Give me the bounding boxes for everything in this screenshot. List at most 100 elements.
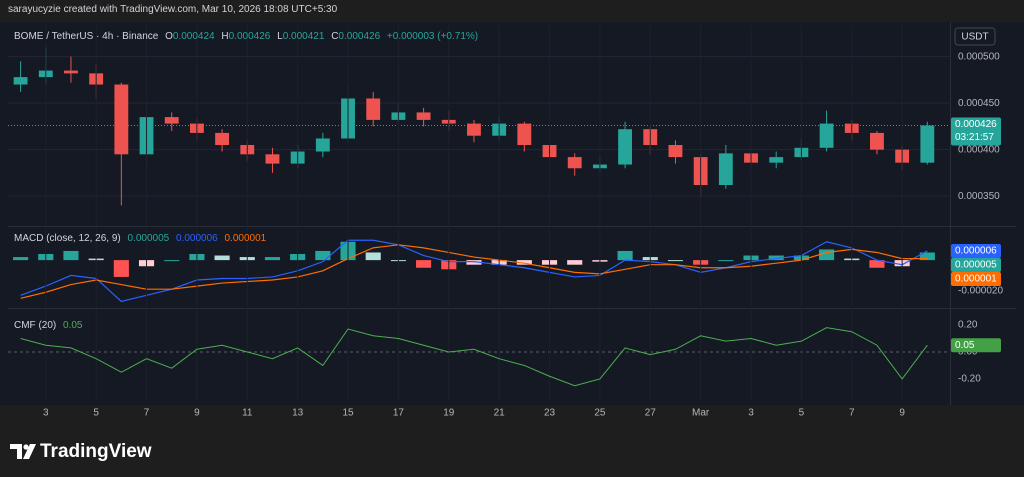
x-tick-label: 11 [242, 408, 253, 419]
value-tag: 0.000005 [955, 260, 997, 271]
x-tick-label: 13 [292, 408, 304, 419]
cmf-line [20, 327, 928, 387]
countdown: 03:21:57 [955, 132, 994, 143]
x-tick-label: Mar [692, 408, 710, 419]
currency-button[interactable] [954, 27, 996, 46]
histogram-bar [667, 260, 684, 262]
candle-body [366, 98, 381, 120]
histogram-bar [617, 250, 633, 261]
y-tick-label: -0.000020 [958, 285, 1003, 296]
candle-body [315, 138, 330, 152]
histogram-bar [113, 260, 129, 277]
candle-body [718, 153, 733, 185]
candle-body [114, 84, 129, 155]
candle-body [215, 132, 230, 145]
x-tick-label: 25 [594, 408, 606, 419]
x-tick-label: 5 [799, 408, 805, 419]
indicator-value: 0.000001 [224, 233, 267, 244]
histogram-bar [13, 257, 29, 261]
x-tick-label: 9 [899, 408, 905, 419]
candle-body [164, 117, 179, 124]
footer-logo [10, 444, 36, 459]
ohlc-value: 0.000426 [338, 31, 381, 42]
x-tick-label: 17 [393, 408, 405, 419]
y-tick-label: 0.000350 [958, 191, 1000, 202]
currency-label[interactable]: USDT [961, 32, 988, 43]
credit: sarayucyzie created with TradingView.com… [8, 4, 338, 15]
candle-body [265, 154, 280, 164]
candle-body [920, 125, 935, 163]
candle-body [618, 129, 633, 165]
y-tick-label: 0.20 [958, 320, 978, 331]
value-tag-box [951, 243, 1001, 258]
value-tag-box [951, 257, 1001, 272]
symbol: BOME / TetherUS · 4h · Binance [14, 31, 159, 42]
macd-line [20, 244, 928, 299]
candle-body [870, 132, 884, 150]
y-tick-label: 0.000450 [958, 98, 1000, 109]
candle-body [64, 70, 78, 74]
candle-body [567, 157, 582, 169]
ohlc-value: 0.000426 [228, 31, 271, 42]
x-tick-label: 15 [342, 408, 354, 419]
value-tag: 0.000001 [955, 274, 997, 285]
candle-body [13, 77, 28, 85]
x-tick-label: 3 [43, 408, 49, 419]
ohlc-label: H [221, 31, 229, 42]
candle-body [819, 123, 834, 148]
cmf-legend: CMF (20) 0.05 [14, 320, 86, 331]
value-tag-box [951, 338, 1001, 353]
value-tag: 0.05 [955, 340, 975, 351]
histogram-bar [567, 260, 583, 265]
chart-background [0, 22, 1024, 405]
ohlc-value: 0.000424 [172, 31, 215, 42]
last-price: 0.000426 [955, 119, 997, 130]
histogram-bar [365, 252, 381, 261]
histogram-bar [819, 249, 835, 261]
histogram-bar [919, 252, 935, 261]
histogram-bar [315, 250, 331, 261]
candle-body [517, 123, 532, 145]
ohlc-label: C [331, 31, 339, 42]
histogram-bar [718, 260, 734, 262]
histogram-bar [214, 255, 230, 261]
brand: TradingView [40, 441, 152, 462]
indicator-value: 0.000006 [176, 233, 218, 244]
macd-legend: MACD (close, 12, 26, 9) 0.000005 0.00000… [14, 233, 270, 244]
histogram-bar [869, 260, 885, 268]
histogram-bar [63, 250, 79, 261]
y-tick-label: 0.000500 [958, 51, 1000, 62]
indicator-value: 0.05 [63, 320, 83, 331]
ohlc-label: O [165, 31, 173, 42]
histogram-bar [466, 260, 482, 265]
indicator-title: MACD (close, 12, 26, 9) [14, 233, 121, 244]
histogram-bar [768, 255, 784, 261]
x-tick-label: 27 [645, 408, 657, 419]
x-tick-label: 23 [544, 408, 556, 419]
candle-body [467, 123, 481, 136]
ohlc-label: L [277, 31, 283, 42]
indicator-value: 0.000005 [127, 233, 170, 244]
x-tick-label: 3 [748, 408, 754, 419]
x-tick-label: 7 [849, 408, 855, 419]
legend: BOME / TetherUS · 4h · Binance O0.000424… [14, 31, 482, 42]
y-tick-label: 0.000400 [958, 144, 1000, 155]
x-tick-label: 19 [443, 408, 455, 419]
value-tag: 0.000006 [955, 246, 997, 257]
indicator-title: CMF (20) [14, 320, 57, 331]
change: +0.000003 (+0.71%) [386, 31, 479, 42]
x-tick-label: 5 [93, 408, 99, 419]
histogram-bar [164, 260, 180, 262]
candle-body [668, 145, 683, 158]
x-tick-label: 9 [194, 408, 200, 419]
histogram-bar [264, 257, 281, 261]
histogram-bar [416, 260, 432, 268]
histogram-bar [516, 260, 532, 265]
y-tick-label: -0.20 [958, 374, 981, 385]
candle-body [769, 157, 784, 163]
x-tick-label: 21 [494, 408, 506, 419]
value-tag-box [951, 271, 1001, 286]
candle-body [416, 112, 431, 120]
